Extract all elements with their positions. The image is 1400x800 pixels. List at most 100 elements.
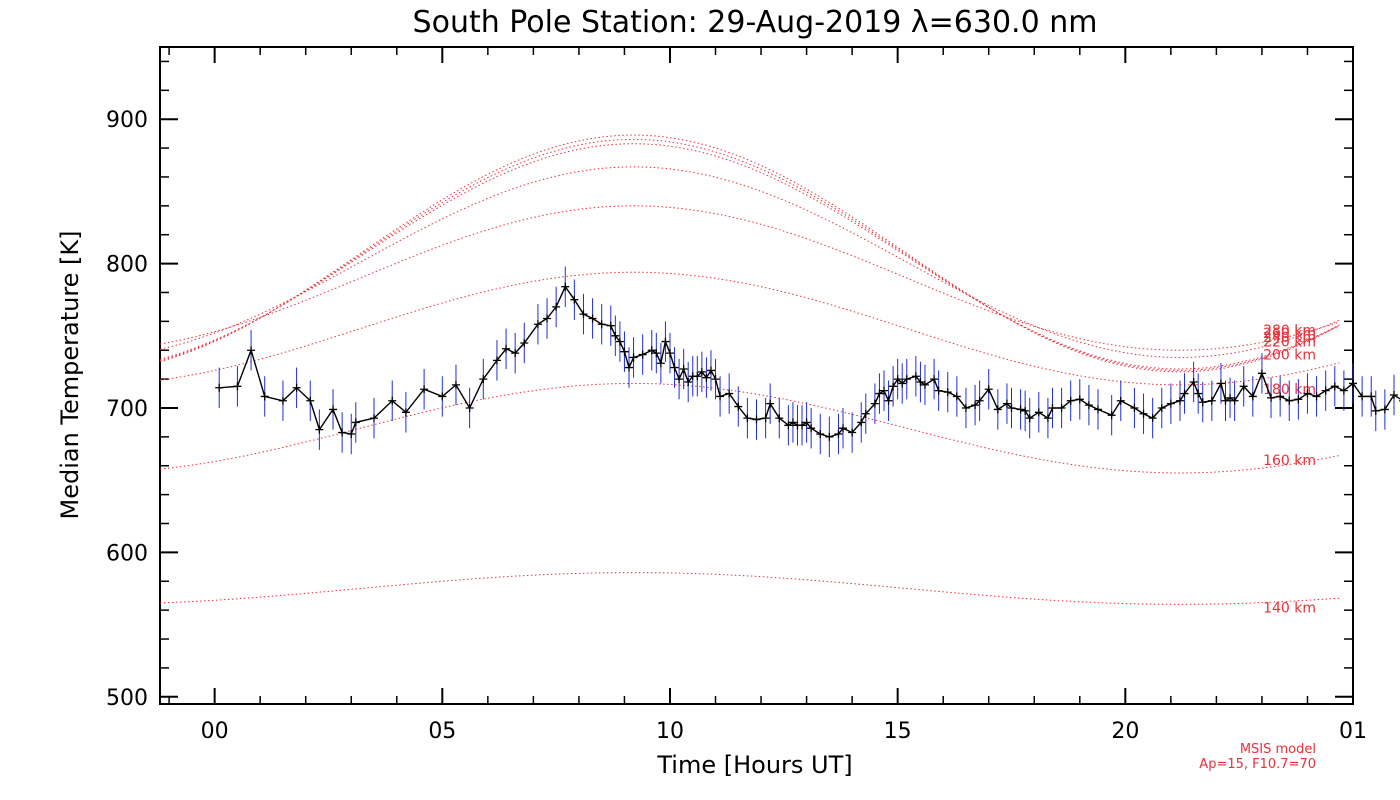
- y-tick-label: 800: [106, 253, 148, 278]
- data-point: [247, 346, 256, 355]
- data-point: [802, 418, 811, 427]
- model-curve-260-km: [159, 138, 1340, 371]
- data-point: [561, 282, 570, 291]
- y-tick-label: 700: [106, 397, 148, 422]
- data-point: [629, 353, 638, 362]
- model-label-200-km: 200 km: [1263, 348, 1316, 364]
- data-point: [1380, 405, 1389, 414]
- data-point: [697, 367, 706, 376]
- data-point: [911, 372, 920, 381]
- data-point: [984, 385, 993, 394]
- data-point: [1180, 389, 1189, 398]
- data-point: [370, 414, 379, 423]
- data-point: [1130, 403, 1139, 412]
- data-point: [1066, 396, 1075, 405]
- data-point: [1221, 396, 1230, 405]
- data-point: [465, 403, 474, 412]
- data-point: [606, 321, 615, 330]
- data-point: [670, 363, 679, 372]
- data-point: [788, 418, 797, 427]
- data-point: [502, 344, 511, 353]
- data-point: [993, 405, 1002, 414]
- model-label-140-km: 140 km: [1263, 600, 1316, 616]
- data-point: [401, 408, 410, 417]
- data-point: [1021, 406, 1030, 415]
- data-point: [347, 429, 356, 438]
- data-point: [215, 383, 224, 392]
- data-point: [816, 429, 825, 438]
- data-point: [1157, 403, 1166, 412]
- model-label-280-km: 280 km: [1263, 323, 1316, 339]
- x-tick-label: 20: [1111, 719, 1139, 744]
- data-point: [706, 366, 715, 375]
- data-point: [1367, 392, 1376, 401]
- observed-data-points: [215, 282, 1400, 441]
- model-label-260-km: 260 km: [1263, 326, 1316, 342]
- data-point: [1148, 414, 1157, 423]
- data-point: [1034, 408, 1043, 417]
- data-point: [943, 388, 952, 397]
- data-point: [438, 392, 447, 401]
- data-point: [479, 375, 488, 384]
- data-point: [588, 314, 597, 323]
- data-point: [952, 392, 961, 401]
- data-point: [1084, 401, 1093, 410]
- data-point: [1166, 399, 1175, 408]
- x-tick-labels: 00 05 10 15 20 01: [201, 719, 1367, 744]
- data-point: [1048, 403, 1057, 412]
- model-curve-240-km: [159, 143, 1340, 370]
- data-point: [775, 414, 784, 423]
- data-point: [388, 396, 397, 405]
- observed-series-line: [219, 285, 1400, 438]
- data-point: [665, 349, 674, 358]
- model-note-line-2: Ap=15, F10.7=70: [1199, 757, 1316, 772]
- data-point: [1257, 369, 1266, 378]
- data-point: [492, 356, 501, 365]
- x-tick-label: 10: [656, 719, 684, 744]
- data-point: [329, 405, 338, 414]
- data-point: [675, 375, 684, 384]
- data-point: [511, 349, 520, 358]
- data-point: [652, 349, 661, 358]
- data-point: [857, 418, 866, 427]
- data-point: [975, 396, 984, 405]
- y-tick-labels: 500 600 700 800 900: [106, 108, 148, 711]
- model-label-240-km: 240 km: [1263, 330, 1316, 346]
- data-point: [278, 396, 287, 405]
- data-point: [1371, 406, 1380, 415]
- data-point: [898, 379, 907, 388]
- data-point: [533, 320, 542, 329]
- data-point: [552, 302, 561, 311]
- data-point: [930, 375, 939, 384]
- data-point: [679, 365, 688, 374]
- data-point: [870, 399, 879, 408]
- data-point: [1294, 395, 1303, 404]
- plot-frame: [159, 46, 1354, 705]
- data-point: [611, 331, 620, 340]
- data-point: [620, 347, 629, 356]
- x-tick-label: 15: [884, 719, 912, 744]
- model-curve-220-km: [159, 166, 1340, 359]
- y-axis-title: Median Temperature [K]: [56, 230, 84, 519]
- data-point: [893, 375, 902, 384]
- data-point: [306, 396, 315, 405]
- data-point: [597, 320, 606, 329]
- data-point: [338, 428, 347, 437]
- chart-title: South Pole Station: 29-Aug-2019 λ=630.0 …: [413, 5, 1098, 40]
- data-point: [1248, 392, 1257, 401]
- data-point: [971, 401, 980, 410]
- data-point: [916, 377, 925, 386]
- data-point: [625, 363, 634, 372]
- x-axis-title: Time [Hours UT]: [656, 751, 852, 779]
- x-tick-label: 00: [201, 719, 229, 744]
- data-point: [879, 386, 888, 395]
- data-point: [260, 392, 269, 401]
- data-point: [920, 380, 929, 389]
- data-point: [743, 414, 752, 423]
- model-curve-180-km: [159, 271, 1340, 386]
- data-point: [292, 383, 301, 392]
- x-tick-label: 05: [428, 719, 456, 744]
- data-point: [1276, 392, 1285, 401]
